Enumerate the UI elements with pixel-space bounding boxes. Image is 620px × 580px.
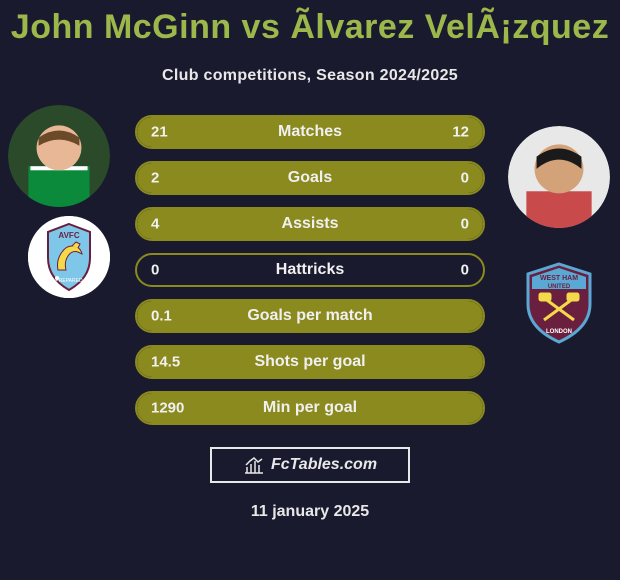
- svg-text:LONDON: LONDON: [546, 329, 572, 335]
- stat-label: Goals: [288, 169, 332, 187]
- svg-text:WEST HAM: WEST HAM: [540, 275, 578, 282]
- footer-brand-box[interactable]: FcTables.com: [210, 447, 410, 483]
- stats-container: 21 Matches 12 2 Goals 0 4 Assists 0 0 Ha…: [135, 115, 485, 425]
- stat-left-value: 14.5: [151, 354, 180, 371]
- stat-label: Min per goal: [263, 399, 357, 417]
- stat-left-value: 2: [151, 170, 159, 187]
- stat-left-value: 21: [151, 124, 168, 141]
- svg-text:PREPARED: PREPARED: [55, 278, 83, 284]
- footer-brand-text: FcTables.com: [271, 456, 377, 474]
- stat-row-shots-per-goal: 14.5 Shots per goal: [135, 345, 485, 379]
- stat-row-goals-per-match: 0.1 Goals per match: [135, 299, 485, 333]
- player-right-photo: [508, 126, 610, 228]
- comparison-title: John McGinn vs Ãlvarez VelÃ¡zquez: [0, 0, 620, 47]
- comparison-date: 11 january 2025: [0, 503, 620, 521]
- player-left-avatar-icon: [8, 105, 110, 207]
- comparison-subtitle: Club competitions, Season 2024/2025: [0, 67, 620, 85]
- stat-row-min-per-goal: 1290 Min per goal: [135, 391, 485, 425]
- stat-right-value: 0: [461, 216, 469, 233]
- stat-left-value: 0: [151, 262, 159, 279]
- svg-text:UNITED: UNITED: [548, 284, 571, 290]
- stat-label: Shots per goal: [254, 353, 365, 371]
- stat-row-assists: 4 Assists 0: [135, 207, 485, 241]
- stat-left-value: 4: [151, 216, 159, 233]
- stat-label: Hattricks: [276, 261, 344, 279]
- stat-row-hattricks: 0 Hattricks 0: [135, 253, 485, 287]
- player-right-club-badge: WEST HAM UNITED LONDON: [516, 260, 602, 346]
- svg-text:AVFC: AVFC: [58, 231, 79, 240]
- stat-right-value: 0: [461, 170, 469, 187]
- stat-left-value: 1290: [151, 400, 184, 417]
- stat-left-value: 0.1: [151, 308, 172, 325]
- stat-row-matches: 21 Matches 12: [135, 115, 485, 149]
- west-ham-badge-icon: WEST HAM UNITED LONDON: [516, 260, 602, 346]
- player-left-club-badge: AVFC PREPARED: [28, 216, 110, 298]
- player-left-photo: [8, 105, 110, 207]
- stat-label: Assists: [282, 215, 339, 233]
- aston-villa-badge-icon: AVFC PREPARED: [28, 216, 110, 298]
- stat-right-value: 0: [461, 262, 469, 279]
- stat-label: Matches: [278, 123, 342, 141]
- stat-label: Goals per match: [247, 307, 372, 325]
- stat-right-value: 12: [452, 124, 469, 141]
- player-right-avatar-icon: [508, 126, 610, 228]
- stat-row-goals: 2 Goals 0: [135, 161, 485, 195]
- fctables-logo-icon: [243, 455, 265, 475]
